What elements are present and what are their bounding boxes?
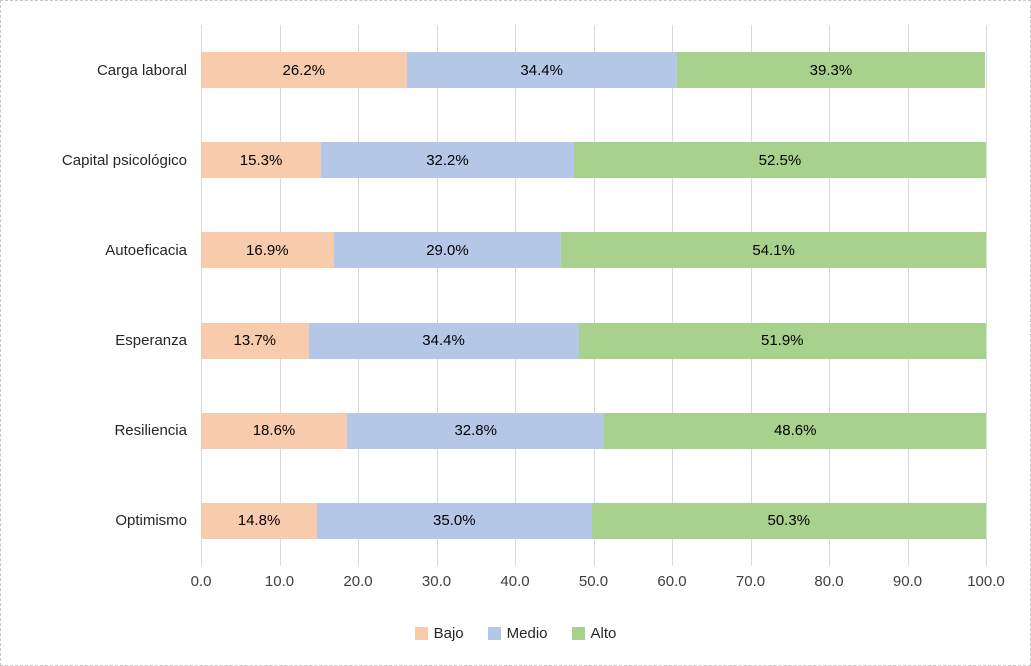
category-label: Autoeficacia xyxy=(105,241,187,259)
bar-segment-alto: 52.5% xyxy=(573,142,986,179)
bar-segment-bajo: 26.2% xyxy=(201,52,407,89)
bar-segment-label: 13.7% xyxy=(233,332,277,350)
legend-item-medio: Medio xyxy=(487,625,548,642)
bar-row: 16.9% 29.0% 54.1% xyxy=(201,232,986,269)
bar-row: 13.7% 34.4% 51.9% xyxy=(201,322,986,359)
category-label: Resiliencia xyxy=(114,422,187,440)
bar-segment-label: 51.9% xyxy=(760,332,804,350)
legend-swatch-bajo xyxy=(414,627,428,640)
bar-segment-bajo: 13.7% xyxy=(201,322,309,359)
bar-segment-bajo: 16.9% xyxy=(201,232,334,269)
bar-row: 15.3% 32.2% 52.5% xyxy=(201,142,986,179)
bar-segment-label: 54.1% xyxy=(752,241,795,259)
bar-segment-label: 29.0% xyxy=(426,241,469,259)
bar-row: 14.8% 35.0% 50.3% xyxy=(201,502,986,539)
bar-segment-label: 34.4% xyxy=(520,61,563,79)
bar-segment-bajo: 15.3% xyxy=(201,142,322,179)
x-tick-label: 10.0 xyxy=(264,573,295,590)
bar-segment-bajo: 14.8% xyxy=(201,502,318,539)
gridline xyxy=(829,25,830,566)
bar-segment-medio: 32.2% xyxy=(321,142,574,179)
gridline xyxy=(750,25,752,566)
category-label: Carga laboral xyxy=(96,61,187,79)
bar-segment-label: 34.4% xyxy=(422,332,465,350)
bar-segment-alto: 50.3% xyxy=(591,502,986,539)
category-label: Optimismo xyxy=(115,512,187,530)
legend-label: Bajo xyxy=(433,625,464,642)
bar-segment-alto: 48.6% xyxy=(604,412,986,449)
bar-segment-medio: 35.0% xyxy=(317,502,592,539)
x-tick-label: 90.0 xyxy=(892,573,923,590)
legend-item-bajo: Bajo xyxy=(414,625,464,642)
legend-swatch-alto xyxy=(571,627,585,640)
bar-row: 26.2% 34.4% 39.3% xyxy=(201,52,986,89)
x-tick-label: 70.0 xyxy=(735,573,766,590)
x-tick-label: 40.0 xyxy=(500,573,530,590)
bar-segment-label: 16.9% xyxy=(246,241,289,259)
bar-segment-label: 18.6% xyxy=(252,422,296,440)
gridline xyxy=(279,25,281,566)
gridline xyxy=(436,25,438,566)
x-tick-label: 80.0 xyxy=(814,573,844,590)
gridline xyxy=(201,25,202,566)
plot-area: 26.2% 34.4% 39.3% 15.3% 32.2% 52.5% 16.9% 29.0%… xyxy=(201,25,987,566)
category-label: Capital psicológico xyxy=(61,151,187,169)
x-tick-label: 20.0 xyxy=(343,573,373,590)
gridline xyxy=(515,25,516,566)
legend-swatch-medio xyxy=(487,627,501,640)
gridline xyxy=(672,25,673,566)
bar-segment-label: 48.6% xyxy=(773,422,817,440)
bar-segment-label: 50.3% xyxy=(767,512,811,530)
gridline xyxy=(593,25,595,566)
legend-label: Medio xyxy=(506,625,548,642)
x-tick-label: 0.0 xyxy=(190,573,212,590)
x-tick-label: 50.0 xyxy=(578,573,609,590)
category-label: Esperanza xyxy=(115,332,187,350)
bar-segment-medio: 34.4% xyxy=(308,322,579,359)
bar-segment-label: 15.3% xyxy=(239,151,283,169)
bar-segment-medio: 34.4% xyxy=(406,52,677,89)
bar-row: 18.6% 32.8% 48.6% xyxy=(201,412,986,449)
bar-segment-alto: 39.3% xyxy=(676,52,986,89)
bar-segment-label: 35.0% xyxy=(433,512,476,530)
bar-segment-medio: 29.0% xyxy=(333,232,562,269)
x-tick-label: 60.0 xyxy=(657,573,687,590)
bar-segment-label: 32.2% xyxy=(426,151,469,169)
x-tick-label: 100.0 xyxy=(967,573,1005,590)
gridline xyxy=(907,25,909,566)
bar-segment-medio: 32.8% xyxy=(347,412,605,449)
gridline xyxy=(358,25,359,566)
bar-segment-label: 32.8% xyxy=(454,422,497,440)
bar-segment-alto: 54.1% xyxy=(561,232,986,269)
bar-segment-alto: 51.9% xyxy=(578,322,986,359)
x-tick-label: 30.0 xyxy=(421,573,452,590)
bar-segment-label: 39.3% xyxy=(809,61,853,79)
bar-segment-label: 14.8% xyxy=(237,512,281,530)
bar-segment-label: 52.5% xyxy=(758,151,802,169)
category-axis: Carga laboral Capital psicológico Autoefic… xyxy=(1,25,187,566)
gridline xyxy=(986,25,987,566)
bar-segment-bajo: 18.6% xyxy=(201,412,347,449)
legend: Bajo Medio Alto xyxy=(1,625,1030,642)
bar-segment-label: 26.2% xyxy=(282,61,326,79)
legend-item-alto: Alto xyxy=(571,625,617,642)
value-axis: 0.0 10.0 20.0 30.0 40.0 50.0 60.0 70.0 80.0 90.0 1… xyxy=(1,573,1030,593)
legend-label: Alto xyxy=(590,625,617,642)
